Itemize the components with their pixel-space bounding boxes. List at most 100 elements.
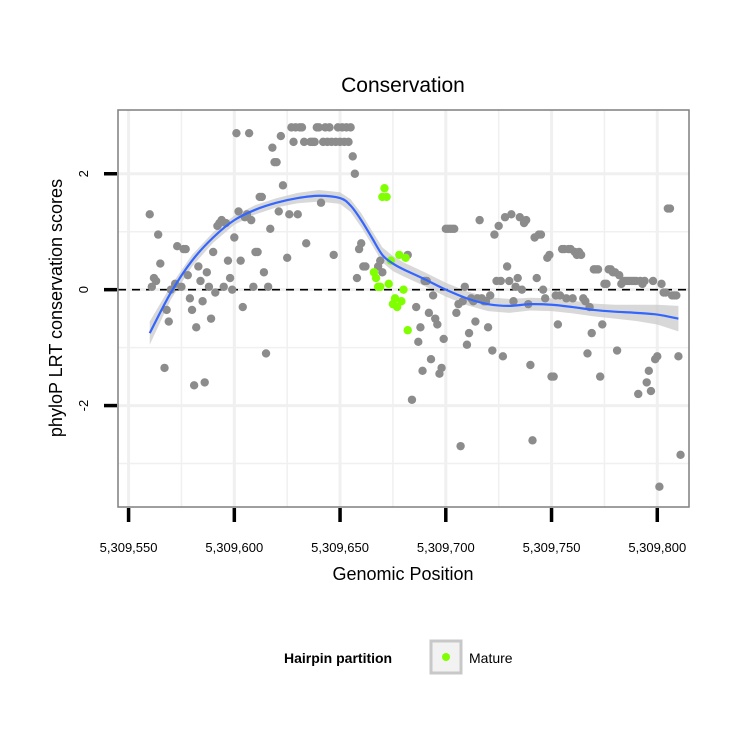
data-point-other [437, 363, 446, 373]
data-point-mature [392, 302, 402, 312]
data-point-other [228, 285, 237, 294]
data-point-other [183, 270, 192, 280]
data-point-other [160, 363, 169, 373]
data-point-mature [382, 192, 391, 202]
data-point-other [266, 224, 275, 234]
data-point-other [223, 256, 233, 265]
x-tick-label: 5,309,550 [100, 540, 158, 555]
data-point-other [602, 279, 611, 289]
x-tick-label: 5,309,650 [311, 540, 369, 555]
data-point-other [513, 273, 522, 283]
data-point-other [439, 334, 448, 344]
data-point-other [189, 381, 199, 390]
data-point-other [416, 323, 425, 332]
data-point-other [532, 273, 541, 283]
data-point-other [194, 262, 203, 271]
data-point-other [211, 288, 220, 297]
data-point-other [234, 207, 243, 216]
data-point-other [232, 128, 241, 138]
data-point-mature [380, 184, 389, 193]
data-point-other [378, 268, 387, 277]
data-point-other [568, 294, 577, 303]
data-point-other [350, 169, 360, 178]
data-point-other [297, 123, 307, 132]
data-point-other [505, 276, 514, 286]
data-point-other [249, 282, 258, 291]
data-point-other [352, 273, 362, 283]
data-point-other [247, 215, 256, 225]
data-point-other [278, 181, 288, 190]
data-point-other [507, 210, 516, 219]
data-point-other [676, 450, 685, 460]
data-point-other [329, 250, 338, 260]
data-point-other [346, 123, 355, 132]
data-point-other [316, 198, 326, 207]
data-point-other [593, 265, 603, 274]
data-point-other [458, 297, 467, 306]
data-point-other [426, 355, 436, 364]
data-point-other [433, 320, 442, 329]
data-point-other [456, 441, 465, 451]
x-tick-label: 5,309,600 [205, 540, 263, 555]
data-point-other [549, 372, 558, 381]
confidence-ribbon [149, 189, 679, 345]
x-axis: 5,309,550 5,309,600 5,309,650 5,309,700 5,30… [100, 508, 686, 555]
data-point-other [196, 276, 205, 286]
y-tick-label: 2 [76, 170, 91, 177]
x-tick-label: 5,309,750 [523, 540, 581, 555]
data-point-other [198, 297, 207, 306]
data-point-other [494, 221, 503, 231]
y-tick-label: -2 [76, 400, 91, 412]
x-tick-label: 5,309,800 [628, 540, 686, 555]
data-point-other [361, 262, 370, 271]
data-point-other [164, 317, 173, 326]
data-point-other [502, 262, 512, 271]
data-point-other [576, 250, 586, 260]
data-point-other [486, 291, 495, 300]
data-point-other [655, 482, 664, 491]
data-point-mature [395, 250, 404, 260]
data-point-mature [384, 279, 393, 289]
data-point-other [302, 239, 311, 248]
data-point-other [206, 314, 216, 323]
data-point-other [236, 256, 245, 265]
data-point-other [272, 157, 281, 167]
data-point-other [640, 276, 649, 286]
data-point-other [587, 328, 596, 338]
confidence-band [149, 189, 679, 345]
data-point-mature [401, 253, 410, 262]
data-point-other [259, 268, 269, 277]
data-point-other [204, 282, 214, 291]
data-point-other [230, 233, 239, 242]
data-point-other [173, 241, 182, 251]
data-point-other [536, 230, 546, 239]
data-point-other [509, 297, 518, 306]
data-point-other [648, 276, 658, 286]
data-point-mature [371, 273, 381, 283]
data-point-other [348, 152, 357, 161]
legend-title: Hairpin partition [284, 650, 392, 666]
data-point-other [253, 247, 262, 257]
data-point-other [276, 131, 286, 141]
data-point-other [185, 294, 195, 303]
data-point-other [615, 270, 624, 280]
data-point-other [511, 282, 520, 291]
data-point-other [428, 291, 438, 300]
smooth-line [148, 194, 679, 334]
data-point-other [145, 210, 154, 219]
y-axis-title: phyloP LRT conservation scores [46, 179, 66, 437]
y-axis: -2 0 2 [76, 170, 117, 411]
x-axis-title: Genomic Position [332, 564, 473, 584]
y-tick-label: 0 [76, 286, 91, 293]
data-point-other [344, 137, 353, 147]
data-point-other [452, 308, 461, 318]
data-point-other [483, 323, 493, 332]
data-point-other [657, 279, 666, 289]
data-point-other [282, 253, 292, 262]
data-point-other [450, 224, 459, 234]
data-point-other [156, 259, 165, 268]
data-point-other [526, 360, 535, 370]
legend-key-mature-marker [442, 653, 450, 661]
data-point-other [424, 308, 434, 318]
data-point-other [187, 305, 197, 315]
